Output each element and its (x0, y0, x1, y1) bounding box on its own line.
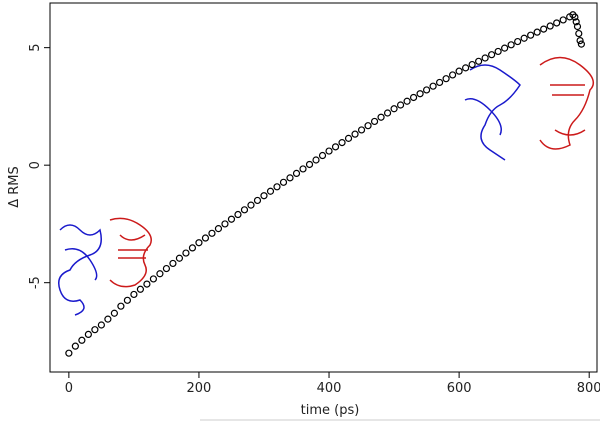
data-point (253, 196, 262, 205)
plot-frame (49, 2, 598, 373)
data-point (468, 60, 476, 69)
data-point (553, 19, 561, 27)
data-point (455, 67, 463, 75)
y-tick-label: 0 (28, 161, 43, 169)
data-point (576, 37, 584, 45)
data-point (104, 315, 112, 323)
data-point (305, 160, 314, 169)
data-point (266, 187, 275, 195)
data-point (201, 234, 210, 242)
data-point (546, 22, 554, 30)
data-point (286, 174, 294, 182)
data-point (208, 229, 216, 237)
data-point (123, 296, 131, 304)
data-point (91, 326, 99, 334)
data-point (175, 254, 184, 262)
data-point (449, 71, 457, 79)
data-point (143, 280, 151, 288)
data-point (273, 183, 281, 191)
x-tick-label: 200 (187, 381, 212, 396)
data-point (435, 78, 444, 87)
data-point (299, 165, 307, 173)
data-point (71, 342, 79, 350)
data-point (84, 330, 92, 338)
x-tick-label: 0 (65, 381, 73, 396)
data-point (377, 113, 385, 121)
data-point (462, 64, 470, 72)
data-point (344, 134, 353, 142)
data-point (149, 275, 158, 283)
data-point (247, 201, 255, 209)
data-point (260, 192, 268, 200)
data-point (162, 264, 171, 273)
x-tick-label: 600 (447, 381, 472, 396)
data-point (110, 309, 118, 317)
data-point (575, 29, 583, 38)
data-point (559, 16, 567, 24)
data-point (351, 130, 359, 138)
data-point (396, 101, 405, 109)
data-point (422, 86, 431, 94)
x-tick-label: 400 (317, 381, 342, 396)
data-point (331, 143, 340, 151)
data-point (572, 18, 580, 26)
x-tick-label: 800 (577, 381, 600, 396)
data-point (475, 57, 483, 65)
data-point (182, 249, 190, 257)
data-point (221, 220, 229, 228)
x-axis-label: time (ps) (301, 403, 360, 418)
protein-illustration (58, 56, 595, 316)
data-point (416, 90, 424, 98)
data-point (78, 336, 86, 344)
data-point (338, 139, 346, 147)
data-point (117, 302, 125, 310)
data-point (214, 225, 223, 233)
data-point (481, 54, 489, 62)
data-point (488, 51, 496, 59)
data-point (520, 34, 528, 42)
data-point (507, 41, 515, 49)
data-point (429, 82, 437, 90)
data-point (227, 215, 236, 223)
data-point (156, 270, 164, 278)
data-point (533, 28, 541, 36)
data-point (234, 210, 242, 219)
data-point (514, 37, 522, 46)
data-point (292, 169, 301, 177)
data-point (136, 285, 145, 293)
data-point (370, 117, 379, 126)
data-point (318, 151, 327, 160)
data-point (577, 40, 585, 48)
data-point (325, 147, 333, 155)
y-tick-label: 5 (28, 44, 43, 52)
y-axis-label: Δ RMS (7, 166, 22, 208)
data-point (97, 321, 105, 329)
data-point (279, 178, 288, 186)
data-point (130, 290, 138, 299)
data-point (312, 156, 320, 164)
data-point (409, 93, 418, 102)
data-point (540, 25, 548, 33)
data-point (527, 31, 535, 39)
data-point (195, 239, 203, 247)
data-point (390, 105, 398, 113)
data-point (188, 244, 197, 252)
data-point (357, 126, 366, 134)
data-point (501, 44, 509, 52)
data-point (573, 22, 582, 31)
data-point (571, 13, 579, 21)
y-tick-label: -5 (28, 276, 43, 289)
data-point (65, 349, 73, 357)
data-point (240, 206, 249, 214)
data-point (383, 109, 392, 117)
data-point (494, 47, 502, 56)
data-point (169, 259, 177, 268)
data-point (364, 122, 372, 130)
data-point (442, 75, 450, 83)
data-point (403, 97, 411, 105)
